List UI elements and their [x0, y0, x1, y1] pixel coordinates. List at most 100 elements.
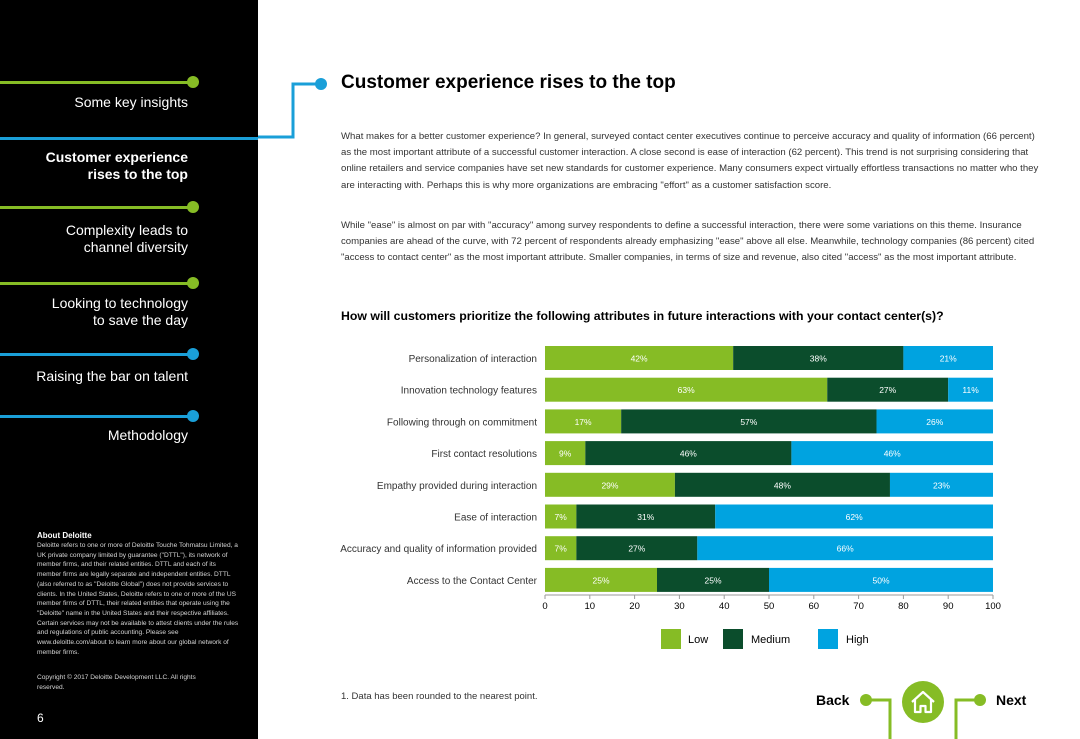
- nav-dot: [187, 348, 199, 360]
- x-tick-label: 50: [764, 601, 775, 612]
- about-title: About Deloitte: [37, 531, 92, 540]
- x-tick-label: 90: [943, 601, 954, 612]
- bar-segment-high: [876, 409, 993, 434]
- bar-segment-medium: [733, 346, 904, 370]
- data-label: 31%: [637, 512, 654, 522]
- data-label: 42%: [631, 354, 648, 364]
- bar-segment-low: [545, 377, 828, 402]
- nav-line: [0, 206, 193, 209]
- page-title: Customer experience rises to the top: [341, 72, 676, 93]
- sidebar: Some key insights Customer experience ri…: [0, 0, 258, 739]
- bar-segment-high: [769, 567, 993, 592]
- category-label: Accuracy and quality of information prov…: [340, 544, 537, 555]
- back-button[interactable]: Back: [816, 692, 850, 708]
- sidebar-item-talent[interactable]: Raising the bar on talent: [36, 368, 188, 384]
- nav-line: [0, 137, 258, 140]
- footnote: 1. Data has been rounded to the nearest …: [341, 691, 538, 702]
- bar-segment-high: [697, 536, 993, 561]
- detail-paragraph: While "ease" is almost on par with "accu…: [341, 220, 1035, 264]
- intro-paragraph: What makes for a better customer experie…: [341, 131, 1039, 191]
- legend-label-low: Low: [688, 634, 709, 646]
- data-label: 63%: [678, 385, 695, 395]
- bar-segment-high: [903, 346, 993, 370]
- x-tick-label: 100: [985, 601, 1001, 612]
- category-label: Following through on commitment: [387, 417, 537, 428]
- data-label: 48%: [774, 480, 791, 490]
- bar-segment-low: [545, 472, 675, 497]
- data-label: 7%: [555, 512, 568, 522]
- bar-segment-high: [715, 504, 993, 529]
- nav-line: [0, 415, 193, 418]
- category-label: Personalization of interaction: [409, 354, 537, 365]
- legend-label-medium: Medium: [751, 634, 791, 646]
- page-number: 6: [37, 711, 44, 725]
- bar-segment-medium: [576, 504, 716, 529]
- home-button[interactable]: [902, 681, 944, 723]
- next-button[interactable]: Next: [996, 692, 1027, 708]
- bar-segment-medium: [827, 377, 949, 402]
- data-label: 23%: [933, 480, 950, 490]
- data-label: 27%: [628, 544, 645, 554]
- data-label: 27%: [879, 385, 896, 395]
- legend-swatch-medium: [723, 629, 743, 649]
- x-tick-label: 10: [585, 601, 596, 612]
- data-label: 62%: [846, 512, 863, 522]
- data-label: 66%: [837, 544, 854, 554]
- legend-label-high: High: [846, 634, 869, 646]
- nav-dot: [187, 76, 199, 88]
- bar-segment-medium: [674, 472, 890, 497]
- x-tick-label: 70: [853, 601, 864, 612]
- data-label: 26%: [926, 417, 943, 427]
- bar-segment-medium: [657, 567, 769, 592]
- legend-swatch-low: [661, 629, 681, 649]
- sidebar-item-technology[interactable]: Looking to technology to save the day: [51, 295, 188, 328]
- data-label: 11%: [962, 385, 979, 395]
- bar-segment-low: [545, 346, 734, 370]
- data-label: 46%: [884, 449, 901, 459]
- data-label: 50%: [872, 575, 889, 585]
- legend-swatch-high: [818, 629, 838, 649]
- sidebar-item-key-insights[interactable]: Some key insights: [74, 94, 188, 110]
- bar-segment-medium: [576, 536, 698, 561]
- sidebar-item-complexity[interactable]: Complexity leads to channel diversity: [65, 222, 188, 255]
- data-label: 46%: [680, 449, 697, 459]
- bar-segment-low: [545, 536, 577, 561]
- bar-segment-low: [545, 409, 622, 434]
- category-label: Ease of interaction: [454, 513, 537, 524]
- data-label: 25%: [704, 575, 721, 585]
- x-tick-label: 30: [674, 601, 685, 612]
- data-label: 9%: [559, 449, 572, 459]
- category-label: Innovation technology features: [401, 386, 537, 397]
- nav-dot: [187, 410, 199, 422]
- home-icon: [911, 690, 935, 714]
- bar-segment-medium: [621, 409, 877, 434]
- bar-segment-low: [545, 567, 657, 592]
- x-tick-label: 40: [719, 601, 730, 612]
- about-body: Deloitte refers to one or more of Deloit…: [37, 542, 239, 656]
- x-tick-label: 0: [542, 601, 547, 612]
- bar-segment-medium: [585, 441, 792, 466]
- nav-dot: [187, 277, 199, 289]
- category-label: First contact resolutions: [431, 449, 537, 460]
- x-tick-label: 20: [629, 601, 640, 612]
- x-tick-label: 60: [809, 601, 820, 612]
- bar-segment-high: [948, 377, 993, 402]
- chart-title: How will customers prioritize the follow…: [341, 309, 944, 323]
- copyright: Copyright © 2017 Deloitte Development LL…: [37, 674, 196, 691]
- data-label: 17%: [575, 417, 592, 427]
- category-label: Empathy provided during interaction: [377, 481, 537, 492]
- category-label: Access to the Contact Center: [407, 576, 538, 587]
- sidebar-item-methodology[interactable]: Methodology: [107, 427, 188, 443]
- data-label: 25%: [592, 575, 609, 585]
- bar-segment-high: [791, 441, 993, 466]
- data-label: 21%: [940, 354, 957, 364]
- bar-segment-high: [889, 472, 993, 497]
- sidebar-item-customer-experience[interactable]: Customer experience rises to the top: [45, 149, 188, 182]
- data-label: 29%: [601, 480, 618, 490]
- x-tick-label: 80: [898, 601, 909, 612]
- data-label: 38%: [810, 354, 827, 364]
- data-label: 57%: [740, 417, 757, 427]
- nav-line: [0, 282, 193, 285]
- data-label: 7%: [555, 544, 568, 554]
